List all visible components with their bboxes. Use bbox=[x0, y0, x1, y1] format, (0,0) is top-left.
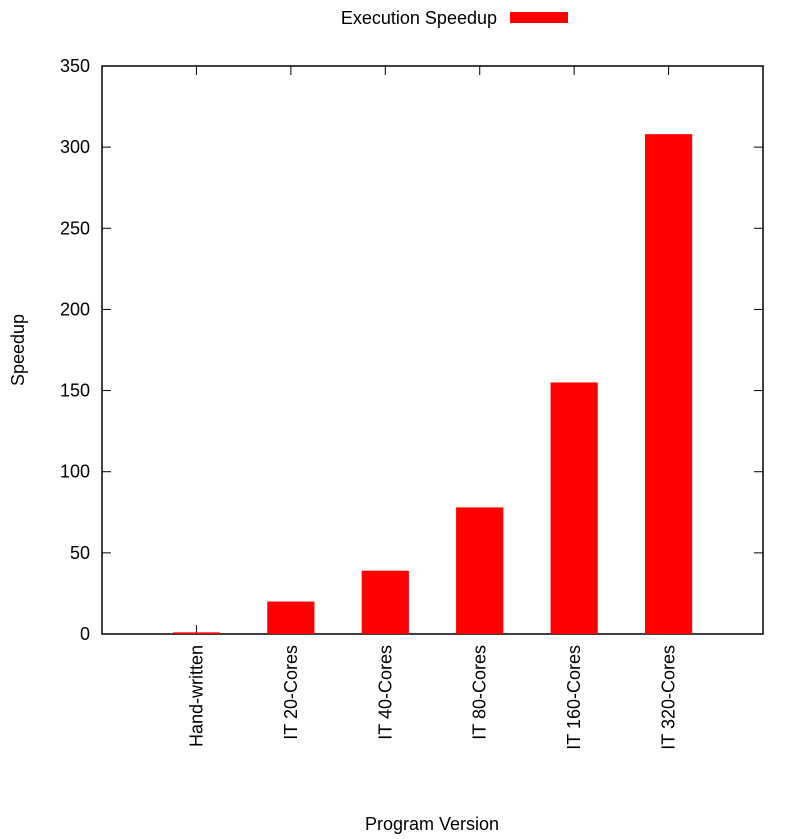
bar bbox=[456, 507, 504, 634]
y-tick-label: 150 bbox=[60, 381, 90, 401]
y-tick-label: 250 bbox=[60, 218, 90, 238]
y-tick-label: 100 bbox=[60, 462, 90, 482]
x-tick-label: IT 320-Cores bbox=[659, 645, 679, 750]
x-tick-label: IT 40-Cores bbox=[375, 645, 395, 740]
y-tick-label: 350 bbox=[60, 56, 90, 76]
bar bbox=[172, 632, 221, 634]
legend-swatch bbox=[510, 12, 568, 23]
bar bbox=[644, 134, 693, 634]
x-tick-label: IT 160-Cores bbox=[564, 645, 584, 750]
x-tick-label: Hand-written bbox=[186, 645, 206, 747]
y-tick-label: 200 bbox=[60, 299, 90, 319]
x-tick-label: IT 20-Cores bbox=[281, 645, 301, 740]
x-axis-label: Program Version bbox=[365, 814, 499, 834]
y-tick-label: 50 bbox=[70, 543, 90, 563]
x-tick-label: IT 80-Cores bbox=[470, 645, 490, 740]
y-axis-label: Speedup bbox=[8, 314, 28, 386]
bar bbox=[267, 601, 315, 634]
plot-frame bbox=[101, 65, 764, 635]
y-tick-label: 300 bbox=[60, 137, 90, 157]
legend-label: Execution Speedup bbox=[341, 8, 497, 28]
bar bbox=[361, 570, 409, 634]
y-tick-label: 0 bbox=[80, 624, 90, 644]
bar bbox=[550, 382, 598, 634]
